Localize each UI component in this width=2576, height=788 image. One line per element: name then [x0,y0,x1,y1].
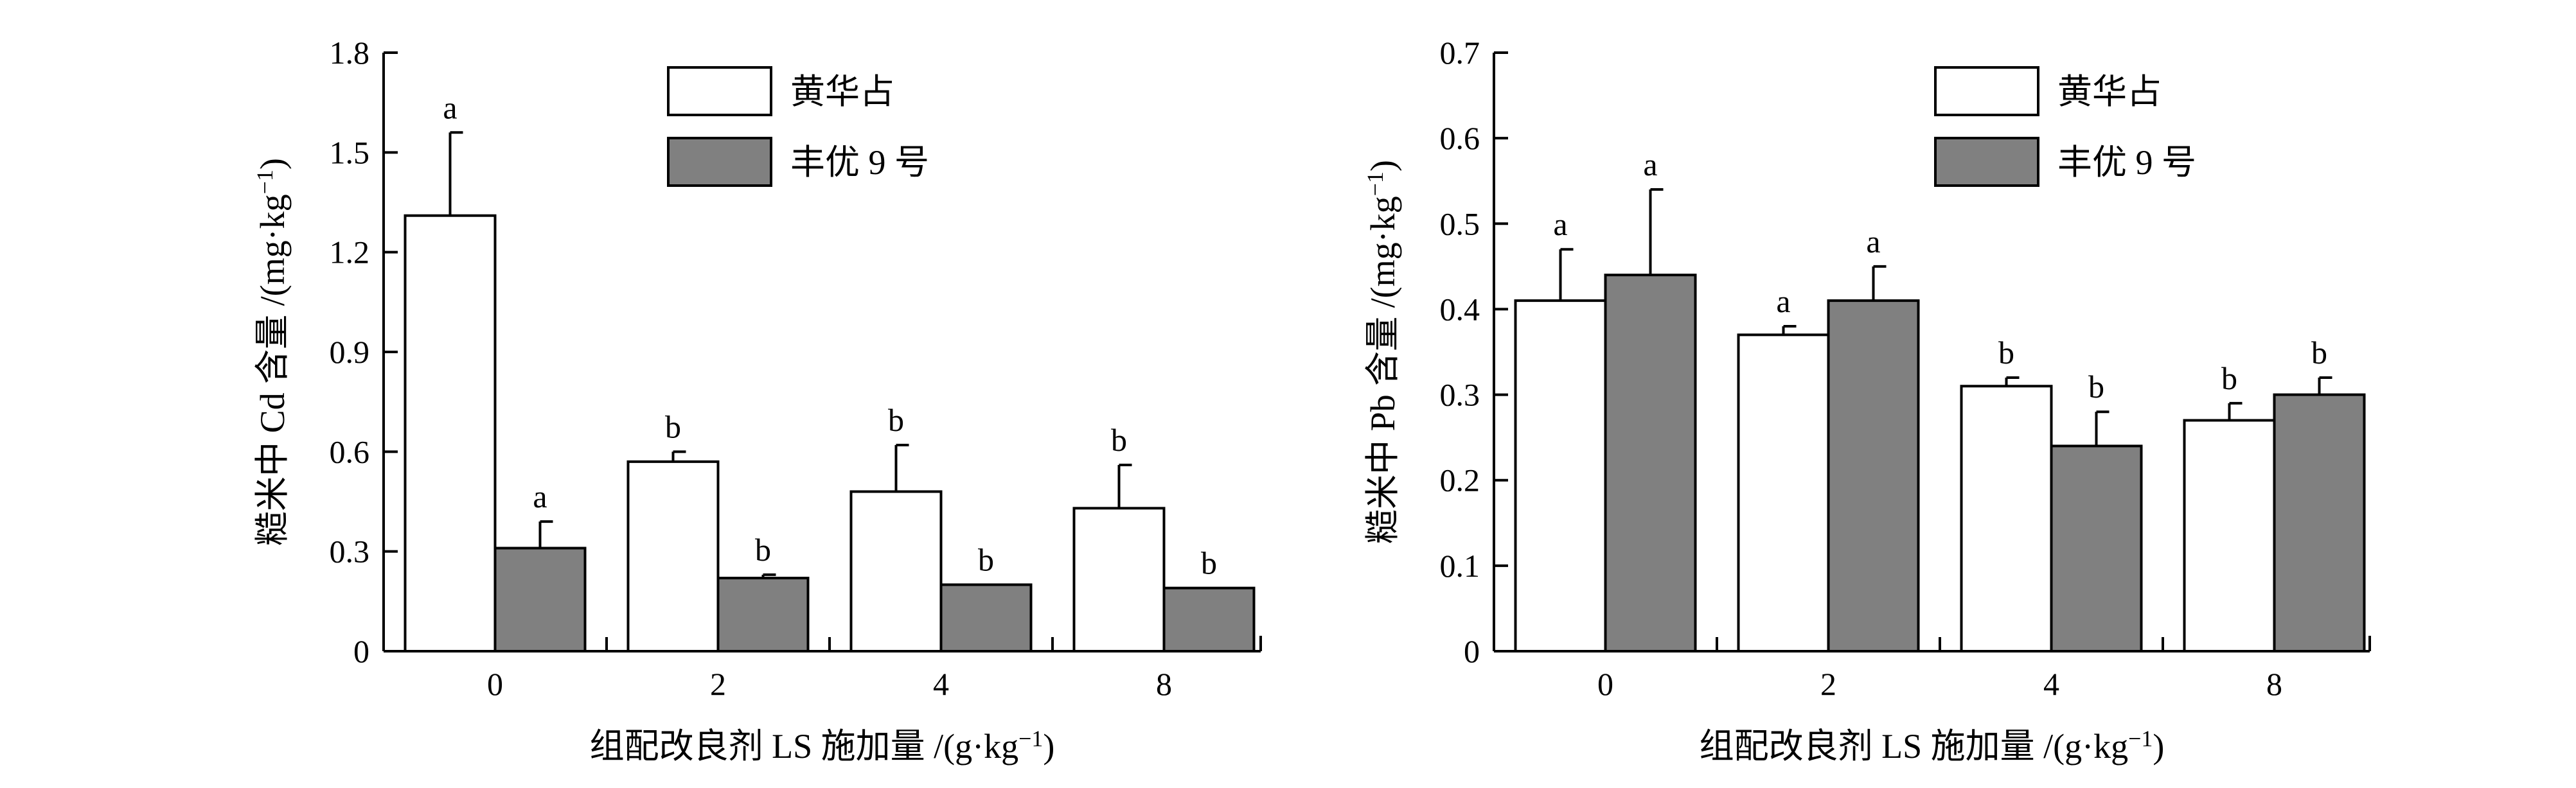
y-tick-label: 0.4 [1440,291,1480,327]
bar-fengyou9-4 [2050,444,2143,652]
y-tick-label: 1.8 [330,35,370,71]
chart-panel-2: 0 0.1 0.2 0.3 0.4 0.5 0.6 0.7 0 a a 2 a a 4 b b 8 b b 糙米中 Pb… [1362,35,2371,766]
legend-swatch-huanghuazhan [1934,66,2039,116]
bar-huanghuazhan-8 [1072,507,1166,652]
x-tick-label: 2 [710,666,726,702]
significance-label: b [665,408,681,444]
significance-label: b [978,541,994,577]
y-tick-label: 0.6 [1440,120,1480,156]
y-tick-label: 0.9 [330,334,370,370]
significance-label: b [888,402,904,438]
legend-label: 丰优 9 号 [790,143,929,182]
significance-label: b [755,532,771,568]
bar-fengyou9-8 [1162,586,1256,652]
legend-label: 丰优 9 号 [2057,143,2196,182]
x-tick-label: 8 [2266,666,2282,702]
bar-huanghuazhan-2 [626,460,720,652]
bar-huanghuazhan-4 [1960,385,2053,652]
x-tick-label: 8 [1156,666,1172,702]
chart-panel-1: 0 0.3 0.6 0.9 1.2 1.5 1.8 0 a a 2 b b 4 b b 8 b b 糙米中 Cd 含量… [252,35,1262,766]
bar-huanghuazhan-0 [404,214,497,652]
significance-label: b [1201,545,1217,581]
y-axis-label: 糙米中 Pb 含量 /(mg·kg−1) [1362,160,1402,544]
significance-label: b [2221,360,2237,396]
x-tick-label: 0 [1597,666,1613,702]
y-tick-label: 1.2 [330,234,370,270]
significance-label: a [1776,283,1790,319]
bar-fengyou9-4 [939,583,1033,653]
y-tick-label: 0 [353,633,369,669]
x-tick-label: 4 [2043,666,2059,702]
legend-swatch-huanghuazhan [667,66,772,116]
legend-swatch-fengyou9 [1934,137,2039,187]
y-tick-label: 0.3 [1440,377,1480,413]
x-tick-label: 0 [487,666,503,702]
bar-fengyou9-2 [1827,299,1920,653]
y-tick-label: 0.1 [1440,548,1480,584]
bar-fengyou9-2 [716,577,810,652]
x-axis-label: 组配改良剂 LS 施加量 /(g·kg−1) [1700,726,2165,766]
significance-label: b [1998,335,2014,371]
significance-label: a [1866,223,1880,259]
significance-label: b [2088,369,2104,405]
y-tick-label: 1.5 [330,134,370,170]
legend-label: 黄华占 [2057,73,2162,111]
y-tick-label: 0.2 [1440,462,1480,498]
y-tick-label: 0.6 [330,433,370,469]
x-tick-label: 2 [1820,666,1836,702]
x-tick-label: 4 [933,666,949,702]
significance-label: b [2311,335,2327,371]
significance-label: a [443,89,457,125]
significance-label: a [533,478,547,514]
bar-fengyou9-0 [1604,274,1697,652]
significance-label: a [1643,146,1657,182]
bar-fengyou9-8 [2273,393,2366,652]
bar-huanghuazhan-0 [1514,299,1607,653]
bar-huanghuazhan-8 [2183,419,2276,652]
bar-huanghuazhan-2 [1737,333,1830,652]
y-tick-label: 0 [1464,633,1480,669]
x-axis-label: 组配改良剂 LS 施加量 /(g·kg−1) [590,726,1055,766]
significance-label: a [1553,206,1567,242]
y-tick-label: 0.3 [330,534,370,570]
y-tick-label: 0.7 [1440,35,1480,71]
bar-huanghuazhan-4 [849,490,943,653]
legend-label: 黄华占 [790,73,894,111]
y-tick-label: 0.5 [1440,206,1480,241]
bar-fengyou9-0 [493,547,587,652]
legend-swatch-fengyou9 [667,137,772,187]
significance-label: b [1111,422,1127,458]
y-axis-label: 糙米中 Cd 含量 /(mg·kg−1) [252,158,292,546]
